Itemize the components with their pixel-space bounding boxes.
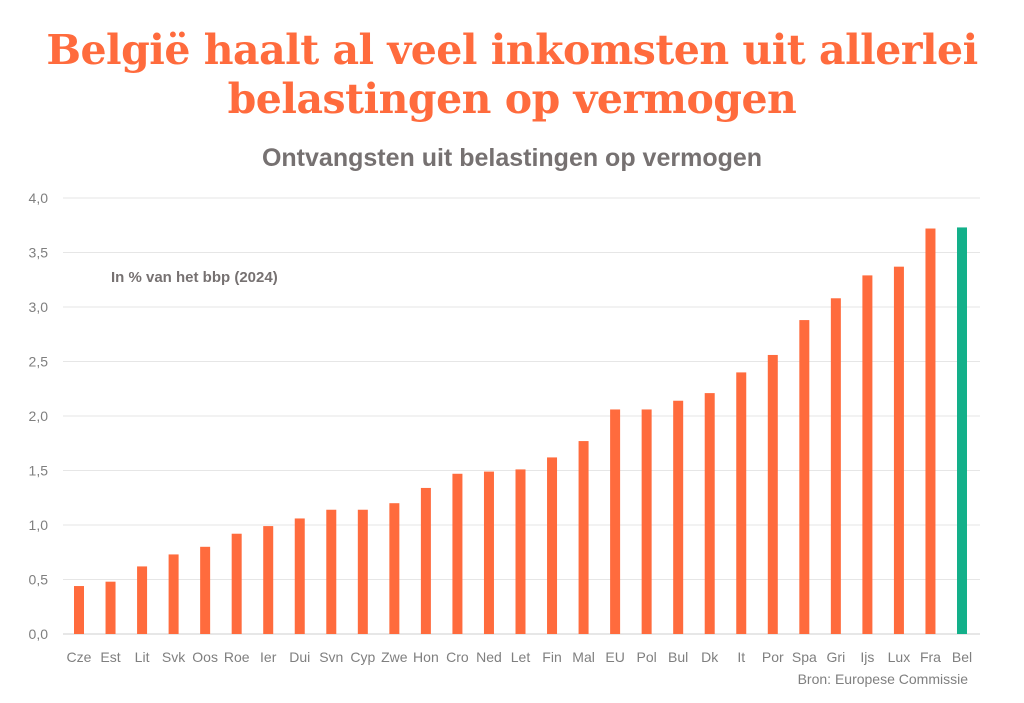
- x-tick-label-lux: Lux: [888, 649, 911, 665]
- bar-gri: [830, 298, 841, 634]
- unit-note: In % van het bbp (2024): [111, 269, 278, 286]
- bar-svk: [168, 554, 179, 634]
- bar-lit: [137, 566, 148, 634]
- x-tick-label-let: Let: [511, 649, 531, 665]
- bar-roe: [231, 533, 242, 634]
- bar-svn: [326, 509, 337, 634]
- x-tick-label-mal: Mal: [572, 649, 595, 665]
- bar-est: [105, 581, 116, 634]
- bar-pol: [641, 409, 652, 634]
- bar-ier: [263, 526, 274, 634]
- x-tick-label-oos: Oos: [192, 649, 218, 665]
- x-tick-label-pol: Pol: [637, 649, 657, 665]
- bar-spa: [799, 320, 810, 634]
- bar-oos: [200, 546, 211, 634]
- bar-let: [515, 469, 526, 634]
- y-tick-label: 1,0: [29, 517, 49, 533]
- bar-dk: [704, 393, 715, 634]
- y-tick-label: 0,0: [29, 626, 49, 642]
- x-tick-label-svk: Svk: [162, 649, 186, 665]
- x-tick-label-zwe: Zwe: [381, 649, 408, 665]
- bar-bul: [673, 400, 684, 634]
- bar-lux: [893, 266, 904, 634]
- chart-title: België haalt al veel inkomsten uit aller…: [0, 26, 1024, 124]
- x-tick-label-svn: Svn: [319, 649, 343, 665]
- y-tick-label: 0,5: [29, 572, 49, 588]
- bar-hon: [420, 487, 431, 634]
- bars: [74, 227, 967, 634]
- bar-dui: [294, 518, 305, 634]
- x-tick-label-it: It: [737, 649, 745, 665]
- x-tick-label-hon: Hon: [413, 649, 439, 665]
- bar-bel: [957, 227, 967, 634]
- chart-title-line-1: België haalt al veel inkomsten uit aller…: [46, 26, 978, 74]
- x-axis-category-labels: Cze Est Lit Svk Oos Roe Ier Dui Svn Cyp Zwe Hon Cro N…: [67, 649, 973, 665]
- bar-it: [736, 372, 747, 634]
- x-tick-label-lit: Lit: [135, 649, 150, 665]
- x-tick-label-spa: Spa: [792, 649, 817, 665]
- x-tick-label-gri: Gri: [827, 649, 846, 665]
- x-tick-label-cro: Cro: [446, 649, 469, 665]
- y-tick-label: 3,5: [29, 245, 49, 261]
- bar-fin: [547, 457, 558, 634]
- bar-cro: [452, 473, 463, 634]
- y-axis-tick-labels: 0,0 0,5 1,0 1,5 2,0 2,5 3,0 3,5 4,0: [29, 190, 49, 642]
- bar-zwe: [389, 503, 400, 634]
- bar-ned: [483, 471, 494, 634]
- bar-ijs: [862, 275, 873, 634]
- x-tick-label-fin: Fin: [542, 649, 561, 665]
- x-tick-label-bel: Bel: [952, 649, 972, 665]
- x-tick-label-est: Est: [100, 649, 120, 665]
- x-tick-label-ier: Ier: [260, 649, 277, 665]
- x-tick-label-por: Por: [762, 649, 784, 665]
- y-tick-label: 4,0: [29, 190, 49, 206]
- y-tick-label: 2,5: [29, 354, 49, 370]
- source-note: Bron: Europese Commissie: [798, 671, 969, 687]
- y-tick-label: 2,0: [29, 408, 49, 424]
- bar-fra: [925, 228, 936, 634]
- x-tick-label-dui: Dui: [289, 649, 310, 665]
- x-tick-label-ned: Ned: [476, 649, 502, 665]
- bar-cyp: [357, 509, 368, 634]
- bar-mal: [578, 441, 589, 634]
- bar-eu: [610, 409, 621, 634]
- x-tick-label-cyp: Cyp: [350, 649, 375, 665]
- y-tick-label: 3,0: [29, 299, 49, 315]
- y-tick-label: 1,5: [29, 463, 49, 479]
- x-tick-label-fra: Fra: [920, 649, 941, 665]
- x-tick-label-bul: Bul: [668, 649, 688, 665]
- x-tick-label-ijs: Ijs: [860, 649, 874, 665]
- x-tick-label-dk: Dk: [701, 649, 719, 665]
- x-tick-label-cze: Cze: [67, 649, 92, 665]
- x-tick-label-eu: EU: [605, 649, 624, 665]
- x-tick-label-roe: Roe: [224, 649, 250, 665]
- chart-subtitle: Ontvangsten uit belastingen op vermogen: [261, 144, 763, 172]
- bar-por: [767, 354, 778, 634]
- chart-title-line-2: belastingen op vermogen: [227, 75, 797, 123]
- bar-cze: [74, 586, 84, 634]
